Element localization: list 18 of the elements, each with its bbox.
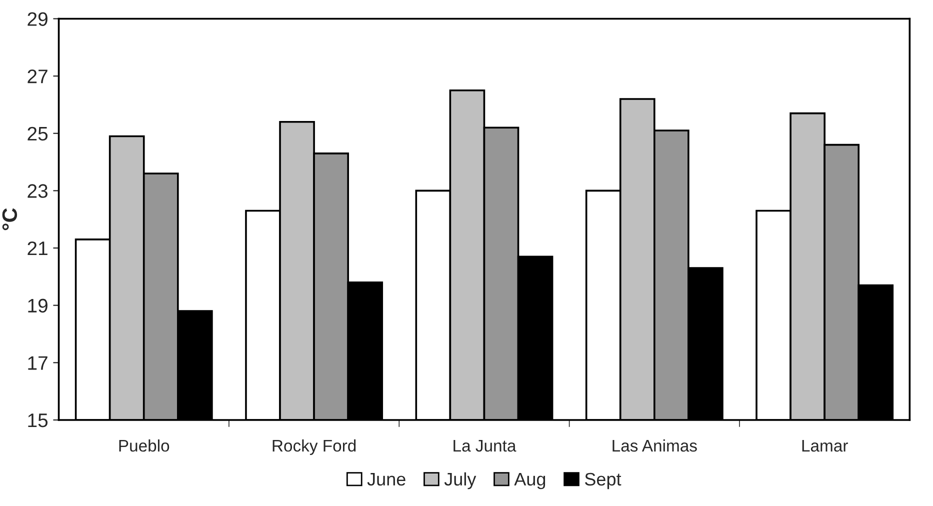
y-tick-label: 19 — [28, 298, 48, 313]
y-axis-title: °C — [2, 208, 18, 230]
x-tick-label: La Junta — [454, 440, 516, 452]
y-tick-label: 29 — [28, 12, 48, 26]
y-tick-label: 21 — [28, 241, 48, 256]
legend-label: Aug — [514, 473, 546, 490]
y-tick-label: 27 — [28, 70, 48, 84]
y-tick-label: 25 — [28, 126, 48, 141]
x-tick-label: Pueblo — [119, 439, 170, 452]
x-tick-label: Rocky Ford — [272, 439, 356, 455]
x-tick-label: Las Animas — [612, 439, 697, 452]
y-tick-label: 15 — [28, 414, 48, 428]
y-tick-label: 17 — [28, 356, 48, 370]
legend-label: June — [367, 473, 406, 486]
legend-label: Sept — [584, 472, 622, 490]
legend-label: July — [444, 472, 476, 490]
x-tick-label: Lamar — [802, 440, 848, 452]
y-tick-label: 23 — [28, 184, 48, 198]
